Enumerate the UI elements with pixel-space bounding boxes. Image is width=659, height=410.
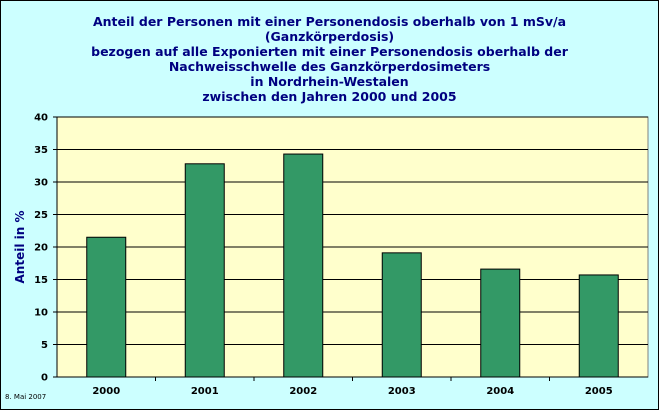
bar-2000 — [86, 236, 127, 378]
title-line-5: in Nordrhein-Westalen — [250, 74, 409, 89]
x-tick-label: 2002 — [289, 386, 317, 397]
bar-2002 — [283, 153, 324, 378]
y-tick-label: 0 — [41, 373, 48, 384]
bar-2004 — [480, 268, 521, 378]
y-tick-label: 35 — [34, 145, 48, 156]
bar-2005 — [578, 274, 619, 378]
x-tick-labels: 2000 2001 2002 2003 2004 2005 — [92, 386, 612, 397]
title-line-4: Nachweisschwelle des Ganzkörperdosimeter… — [168, 59, 491, 74]
y-tick-label: 15 — [34, 275, 48, 286]
y-tick-label: 5 — [41, 340, 48, 351]
title-line-1: Anteil der Personen mit einer Personendo… — [92, 14, 567, 29]
axes — [53, 116, 648, 381]
y-axis-label: Anteil in % — [13, 211, 27, 284]
x-tick-label: 2003 — [388, 386, 416, 397]
title-line-3: bezogen auf alle Exponierten mit einer P… — [91, 44, 568, 59]
chart-title: Anteil der Personen mit einer Personendo… — [0, 14, 659, 104]
y-tick-label: 25 — [34, 210, 48, 221]
x-tick-label: 2001 — [191, 386, 219, 397]
y-tick-label: 30 — [34, 178, 48, 189]
y-tick-label: 10 — [34, 308, 48, 319]
bar-2001 — [184, 163, 225, 378]
bar-2003 — [381, 252, 422, 378]
x-tick-label: 2004 — [486, 386, 514, 397]
footer-date: 8. Mai 2007 — [5, 393, 47, 401]
gridlines — [57, 116, 648, 345]
bars — [86, 153, 619, 378]
x-tick-label: 2000 — [92, 386, 120, 397]
y-tick-labels: 0 5 10 15 20 25 30 35 40 — [34, 113, 48, 384]
x-tick-label: 2005 — [585, 386, 613, 397]
y-tick-label: 20 — [34, 243, 48, 254]
y-tick-label: 40 — [34, 113, 48, 124]
title-line-6: zwischen den Jahren 2000 und 2005 — [202, 89, 457, 104]
title-line-2: (Ganzkörperdosis) — [264, 29, 395, 44]
